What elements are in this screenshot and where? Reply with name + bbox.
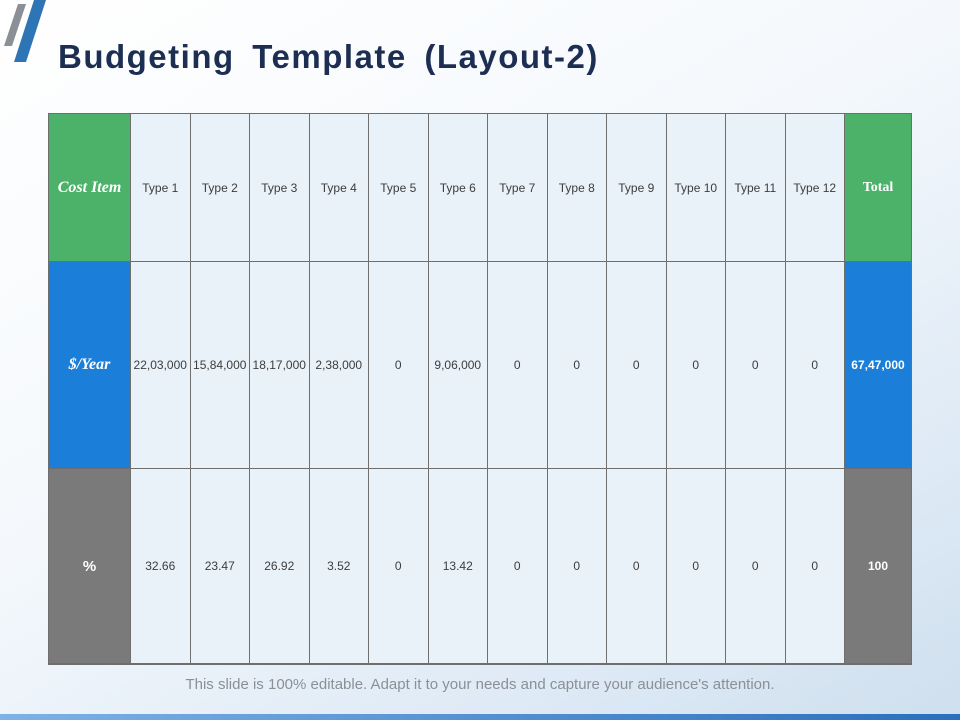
type-header-cell: Type 11 [726, 114, 786, 262]
value-cell: 0 [785, 262, 845, 469]
footer-note: This slide is 100% editable. Adapt it to… [185, 676, 775, 693]
type-header-cell: Type 2 [190, 114, 250, 262]
type-header-cell: Type 8 [547, 114, 607, 262]
type-header-cell: Type 3 [250, 114, 310, 262]
budget-table: Cost Item Type 1 Type 2 Type 3 Type 4 Ty… [48, 113, 912, 665]
value-cell: 0 [547, 262, 607, 469]
type-header-cell: Type 9 [607, 114, 667, 262]
value-cell: 0 [607, 262, 667, 469]
value-cell: 23.47 [190, 469, 250, 664]
slash-icon [4, 0, 52, 62]
value-cell: 0 [488, 469, 548, 664]
type-header-cell: Type 5 [369, 114, 429, 262]
value-cell: 32.66 [131, 469, 191, 664]
value-cell: 0 [369, 469, 429, 664]
type-header-cell: Type 1 [131, 114, 191, 262]
type-header-cell: Type 10 [666, 114, 726, 262]
value-cell: 0 [666, 469, 726, 664]
type-header-cell: Type 6 [428, 114, 488, 262]
value-cell: 22,03,000 [131, 262, 191, 469]
type-header-cell: Type 7 [488, 114, 548, 262]
row-total-dollar-year: 67,47,000 [845, 262, 911, 469]
value-cell: 0 [547, 469, 607, 664]
value-cell: 2,38,000 [309, 262, 369, 469]
row-label-percent: % [49, 469, 131, 664]
value-cell: 0 [488, 262, 548, 469]
value-cell: 26.92 [250, 469, 310, 664]
value-cell: 0 [785, 469, 845, 664]
value-cell: 3.52 [309, 469, 369, 664]
slide-title: Budgeting Template (Layout-2) [58, 38, 599, 75]
value-cell: 0 [369, 262, 429, 469]
total-header-cell: Total [845, 114, 911, 262]
bottom-accent-bar [0, 714, 960, 720]
value-cell: 0 [726, 262, 786, 469]
value-cell: 9,06,000 [428, 262, 488, 469]
row-total-percent: 100 [845, 469, 911, 664]
value-cell: 0 [666, 262, 726, 469]
cost-item-header-cell: Cost Item [49, 114, 131, 262]
row-label-dollar-year: $/Year [49, 262, 131, 469]
type-header-cell: Type 12 [785, 114, 845, 262]
value-cell: 13.42 [428, 469, 488, 664]
value-cell: 0 [607, 469, 667, 664]
value-cell: 0 [726, 469, 786, 664]
type-header-cell: Type 4 [309, 114, 369, 262]
value-cell: 18,17,000 [250, 262, 310, 469]
value-cell: 15,84,000 [190, 262, 250, 469]
